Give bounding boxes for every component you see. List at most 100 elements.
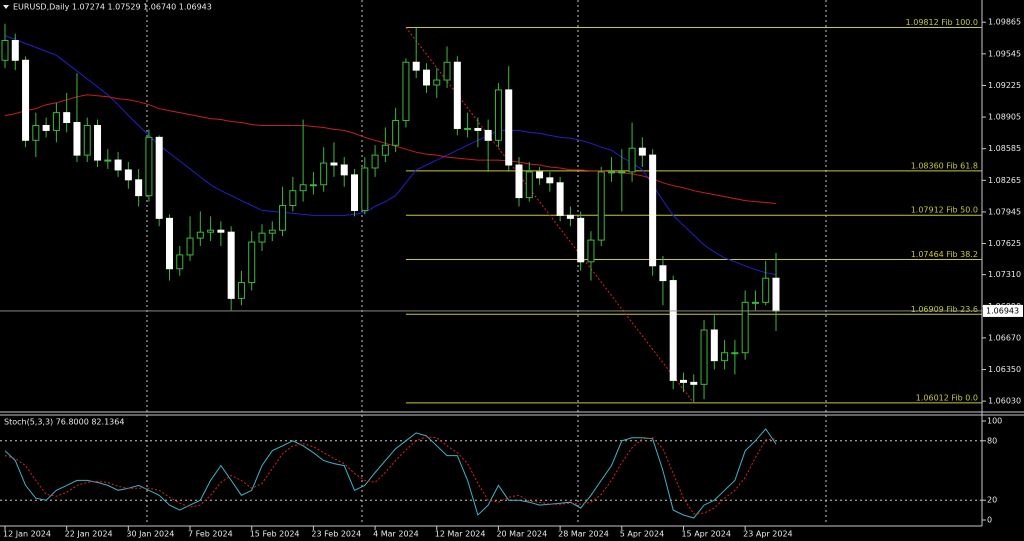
x-tick-label: 7 Feb 2024 bbox=[188, 530, 233, 539]
x-tick-label: 23 Feb 2024 bbox=[311, 530, 361, 539]
candle-body-bull bbox=[731, 352, 739, 355]
x-tick-label: 12 Jan 2024 bbox=[3, 530, 51, 539]
candle-body-bull bbox=[104, 159, 112, 162]
candle-body-bull bbox=[32, 124, 40, 141]
candle-body-bear bbox=[227, 231, 235, 299]
y-tick-label: 100 bbox=[987, 417, 1002, 426]
candle-body-bear bbox=[638, 147, 646, 156]
y-tick-label: 0 bbox=[987, 516, 992, 525]
candle-body-bear bbox=[546, 177, 554, 184]
candle-body-bull bbox=[700, 329, 708, 385]
y-tick-label: 1.08585 bbox=[988, 144, 1021, 153]
fib-label: 1.06012 Fib 0.0 bbox=[916, 393, 978, 402]
x-tick-label: 4 Mar 2024 bbox=[373, 530, 419, 539]
stochastic-line bbox=[4, 428, 777, 519]
candle-body-bull bbox=[1, 40, 9, 61]
candle-body-bear bbox=[217, 229, 225, 233]
candle-body-bull bbox=[402, 61, 410, 122]
stochastic-line bbox=[4, 436, 777, 515]
candle-body-bull bbox=[258, 232, 266, 243]
x-tick-label: 28 Mar 2024 bbox=[558, 530, 609, 539]
candle-body-bear bbox=[669, 280, 677, 381]
candle-body-bull bbox=[320, 162, 328, 186]
candle-body-bull bbox=[618, 171, 626, 174]
candle-body-bear bbox=[165, 217, 173, 270]
y-tick-label: 1.07310 bbox=[988, 270, 1021, 279]
candle-body-bear bbox=[351, 174, 359, 211]
candle-body-bull bbox=[751, 301, 759, 304]
candle-body-bear bbox=[135, 179, 143, 197]
candle-body-bear bbox=[114, 159, 122, 171]
candle-body-bear bbox=[484, 129, 492, 141]
y-tick-label: 20 bbox=[987, 496, 997, 505]
x-tick-label: 22 Jan 2024 bbox=[65, 530, 113, 539]
candle-body-bear bbox=[63, 112, 71, 124]
candle-body-bear bbox=[566, 214, 574, 219]
candle-body-bull bbox=[525, 171, 533, 199]
y-tick-label: 1.08905 bbox=[988, 113, 1021, 122]
y-tick-label: 1.08265 bbox=[988, 176, 1021, 185]
candle-body-bear bbox=[679, 379, 687, 383]
menu-arrow[interactable] bbox=[3, 5, 9, 9]
x-tick-label: 30 Jan 2024 bbox=[126, 530, 174, 539]
candle-body-bear bbox=[505, 89, 513, 166]
candle-body-bear bbox=[515, 164, 523, 199]
candle-body-bull bbox=[207, 229, 215, 233]
candle-body-bear bbox=[690, 381, 698, 385]
fib-trendline bbox=[405, 27, 695, 404]
candle-body-bull bbox=[176, 254, 184, 270]
chart-title: EURUSD,Daily 1.07274 1.07529 1.06740 1.0… bbox=[13, 3, 212, 12]
candle-body-bull bbox=[392, 120, 400, 146]
candle-body-bear bbox=[659, 265, 667, 282]
moving-average bbox=[4, 94, 777, 204]
fib-label: 1.09812 Fib 100.0 bbox=[906, 18, 978, 27]
candle-body-bull bbox=[83, 124, 91, 156]
fib-label: 1.06909 Fib 23.6 bbox=[911, 305, 978, 314]
candle-body-bear bbox=[649, 154, 657, 267]
candle-body-bull bbox=[145, 136, 153, 197]
candle-body-bull bbox=[443, 61, 451, 81]
candle-body-bull bbox=[608, 171, 616, 174]
y-tick-label: 1.06670 bbox=[988, 333, 1021, 342]
candle-body-bear bbox=[42, 124, 50, 131]
y-tick-label: 1.06030 bbox=[988, 397, 1021, 406]
candle-body-bull bbox=[196, 231, 204, 239]
candle-body-bear bbox=[577, 217, 585, 263]
y-tick-label: 1.09545 bbox=[988, 49, 1021, 58]
candle-body-bull bbox=[52, 112, 60, 131]
x-tick-label: 20 Mar 2024 bbox=[496, 530, 547, 539]
candle-body-bear bbox=[330, 162, 338, 166]
candle-body-bear bbox=[73, 122, 81, 156]
y-tick-label: 1.09225 bbox=[988, 81, 1021, 90]
candle-body-bull bbox=[268, 229, 276, 234]
candle-body-bear bbox=[340, 164, 348, 176]
x-tick-label: 15 Feb 2024 bbox=[250, 530, 300, 539]
candle-body-bull bbox=[237, 282, 245, 299]
candle-body-bear bbox=[124, 169, 132, 181]
x-tick-label: 23 Apr 2024 bbox=[743, 530, 792, 539]
candle-body-bull bbox=[464, 127, 472, 130]
candle-body-bull bbox=[279, 205, 287, 231]
candle-body-bull bbox=[587, 239, 595, 263]
candle-body-bull bbox=[381, 144, 389, 156]
candle-body-bull bbox=[741, 301, 749, 354]
candle-body-bear bbox=[453, 61, 461, 129]
candle-body-bull bbox=[762, 277, 770, 303]
candle-body-bull bbox=[309, 184, 317, 187]
candle-body-bull bbox=[433, 79, 441, 86]
indicator-title: Stoch(5,3,3) 76.8000 82.1364 bbox=[4, 418, 124, 427]
candle-body-bull bbox=[494, 89, 502, 141]
y-tick-label: 1.07945 bbox=[988, 207, 1021, 216]
candle-body-bull bbox=[371, 154, 379, 169]
candle-body-bear bbox=[536, 171, 544, 179]
candle-body-bull bbox=[186, 237, 194, 256]
last-price-label: 1.06943 bbox=[986, 306, 1019, 315]
candle-body-bear bbox=[155, 136, 163, 219]
last-price-box bbox=[983, 304, 1023, 317]
y-tick-label: 1.07625 bbox=[988, 239, 1021, 248]
fib-label: 1.07912 Fib 50.0 bbox=[911, 206, 978, 215]
candle-body-bear bbox=[710, 329, 718, 362]
candle-body-bull bbox=[289, 190, 297, 207]
